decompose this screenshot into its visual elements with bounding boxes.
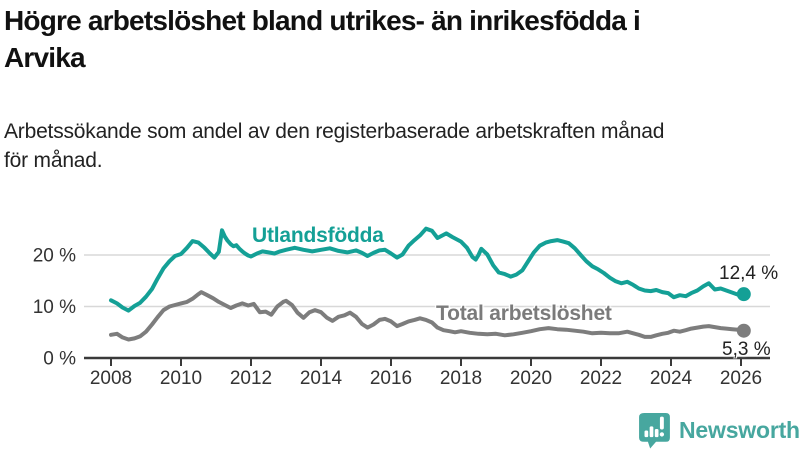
y-tick-label: 10 % <box>33 297 76 318</box>
logo-bar-1 <box>644 430 649 438</box>
y-tick-label: 0 % <box>43 349 76 370</box>
page-title-line2: Arvika <box>4 42 86 73</box>
logo-bar-3 <box>654 428 659 438</box>
x-tick-label: 2014 <box>300 368 343 389</box>
logo-bubble-shape <box>639 413 670 449</box>
chart-subtitle-line1: Arbetssökande som andel av den registerb… <box>4 120 665 143</box>
x-tick-label: 2022 <box>580 368 622 389</box>
end-value-label-utlandsfodda: 12,4 % <box>719 263 779 284</box>
series-label-total-arbetsloshet: Total arbetslöshet <box>436 302 612 325</box>
chart-subtitle-line2: för månad. <box>4 149 103 172</box>
y-tick-label: 20 % <box>33 246 76 267</box>
page-title-line1: Högre arbetslöshet bland utrikes- än inr… <box>4 5 641 36</box>
end-value-label-total-arbetsloshet: 5,3 % <box>722 339 771 360</box>
chart-subtitle: Arbetssökande som andel av den registerb… <box>4 117 796 175</box>
newsworthy-logo-text: Newsworthy <box>679 417 800 443</box>
page-title: Högre arbetslöshet bland utrikes- än inr… <box>4 2 796 76</box>
newsworthy-chart-bubble-icon <box>639 413 670 449</box>
series-line-Total arbetslöshet <box>109 290 746 342</box>
x-tick-label: 2008 <box>90 368 132 389</box>
series-line-Utlandsfödda <box>109 226 746 313</box>
x-tick-label: 2016 <box>370 368 412 389</box>
x-tick-label: 2026 <box>720 368 762 389</box>
x-tick-label: 2012 <box>230 368 272 389</box>
series-end-dot-Total arbetslöshet <box>736 323 751 338</box>
logo-exclamation-bar <box>659 416 664 430</box>
x-tick-label: 2018 <box>440 368 482 389</box>
series-end-dot-Utlandsfödda <box>736 287 751 302</box>
series-label-utlandsfodda: Utlandsfödda <box>252 224 384 247</box>
line-chart: 2008 2010 2012 2014 2016 2018 2020 2022 2024 2026… <box>33 226 770 389</box>
newsworthy-logo: Newsworthy <box>638 412 800 449</box>
x-tick-label: 2024 <box>650 368 693 389</box>
x-tick-label: 2010 <box>160 368 202 389</box>
logo-exclamation-dot <box>659 432 665 437</box>
x-tick-label: 2020 <box>510 368 552 389</box>
logo-bar-2 <box>649 426 654 438</box>
